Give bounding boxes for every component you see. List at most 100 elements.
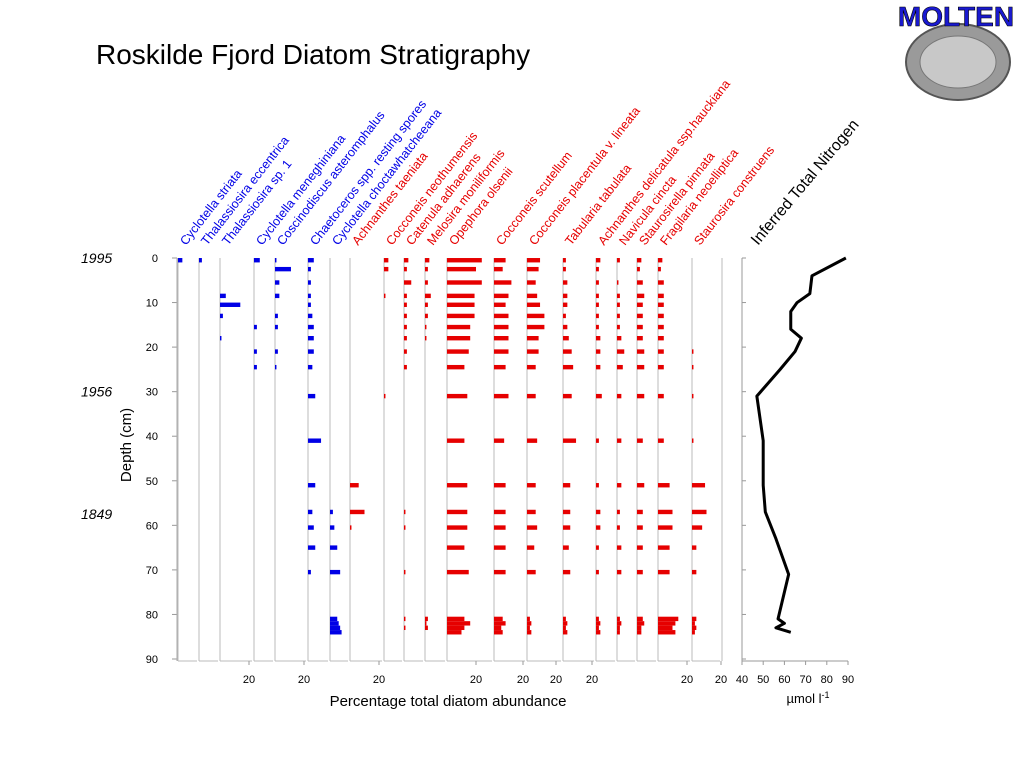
bar xyxy=(617,280,619,285)
bar xyxy=(308,302,311,307)
bar xyxy=(527,525,538,530)
bar xyxy=(563,483,571,488)
bar xyxy=(617,545,622,550)
bar xyxy=(658,438,664,443)
bar xyxy=(527,509,536,515)
bar xyxy=(494,483,506,488)
bar xyxy=(447,349,469,354)
bar xyxy=(447,630,462,635)
bar xyxy=(494,364,506,370)
bar xyxy=(527,302,541,307)
bar xyxy=(658,569,670,575)
bar xyxy=(425,621,427,626)
logo-image-inner xyxy=(919,35,997,89)
bar xyxy=(404,258,409,263)
bar xyxy=(563,349,572,354)
logo-text: MOLTEN xyxy=(898,1,1014,32)
bar xyxy=(692,393,694,399)
bar xyxy=(692,509,707,515)
bar xyxy=(404,324,407,330)
bar xyxy=(563,393,572,399)
bar xyxy=(254,324,257,330)
bar xyxy=(494,293,509,299)
y-tick-label: 80 xyxy=(146,609,158,621)
date-label: 1995 xyxy=(81,250,112,266)
bar xyxy=(658,349,664,354)
bar xyxy=(658,621,676,626)
bar xyxy=(404,625,406,631)
x-tick-label: 20 xyxy=(681,674,693,686)
bar xyxy=(563,545,569,550)
bar xyxy=(563,293,568,299)
bar xyxy=(527,313,545,319)
bar xyxy=(425,313,428,319)
bar xyxy=(330,621,339,626)
bar xyxy=(447,625,465,631)
bar xyxy=(637,313,643,319)
bar xyxy=(494,302,506,307)
bar xyxy=(692,616,697,622)
bar xyxy=(404,313,407,319)
bar xyxy=(563,509,571,515)
y-tick-label: 0 xyxy=(152,253,158,265)
bar xyxy=(447,621,471,626)
bar xyxy=(425,616,428,622)
bar xyxy=(308,483,316,488)
bar xyxy=(658,258,663,263)
bar xyxy=(692,438,694,443)
bar xyxy=(527,324,545,330)
nitrogen-unit: µmol l xyxy=(787,691,822,706)
bar xyxy=(494,280,512,285)
bar xyxy=(425,258,430,263)
bar xyxy=(447,509,468,515)
bar xyxy=(308,280,311,285)
y-axis-label: Depth (cm) xyxy=(118,408,135,482)
bar xyxy=(617,324,620,330)
bar xyxy=(692,483,706,488)
bar xyxy=(596,266,599,272)
bar xyxy=(596,393,602,399)
bar xyxy=(563,525,571,530)
nitrogen-line xyxy=(755,256,847,634)
x-tick-label: 20 xyxy=(470,674,482,686)
bar xyxy=(596,525,601,530)
bar xyxy=(617,364,623,370)
bar xyxy=(447,258,482,263)
bar xyxy=(308,258,314,263)
bar xyxy=(447,313,475,319)
bar xyxy=(658,280,664,285)
y-tick-label: 90 xyxy=(146,654,158,666)
bar xyxy=(617,569,622,575)
bar xyxy=(494,266,503,272)
x-axis-label: Percentage total diatom abundance xyxy=(330,693,567,710)
bar xyxy=(617,349,625,354)
bar xyxy=(617,525,620,530)
bar xyxy=(330,509,333,515)
bar xyxy=(494,324,509,330)
bar xyxy=(563,280,568,285)
bar xyxy=(658,302,664,307)
bar xyxy=(447,438,465,443)
bar xyxy=(596,630,601,635)
bar xyxy=(527,630,532,635)
bar xyxy=(330,630,342,635)
bar xyxy=(617,625,620,631)
bar xyxy=(617,293,620,299)
bar xyxy=(527,336,539,341)
bar xyxy=(637,545,643,550)
bar xyxy=(404,569,406,575)
bar xyxy=(275,293,280,299)
bar xyxy=(596,258,601,263)
bar xyxy=(527,545,535,550)
bar xyxy=(563,336,569,341)
bar xyxy=(617,313,620,319)
bar xyxy=(494,545,506,550)
bar xyxy=(563,625,566,631)
bar xyxy=(425,336,427,341)
x-tick-label: 20 xyxy=(298,674,310,686)
bar xyxy=(494,313,509,319)
bar xyxy=(494,393,509,399)
bar xyxy=(658,364,664,370)
bar xyxy=(275,258,277,263)
bar xyxy=(350,509,365,515)
